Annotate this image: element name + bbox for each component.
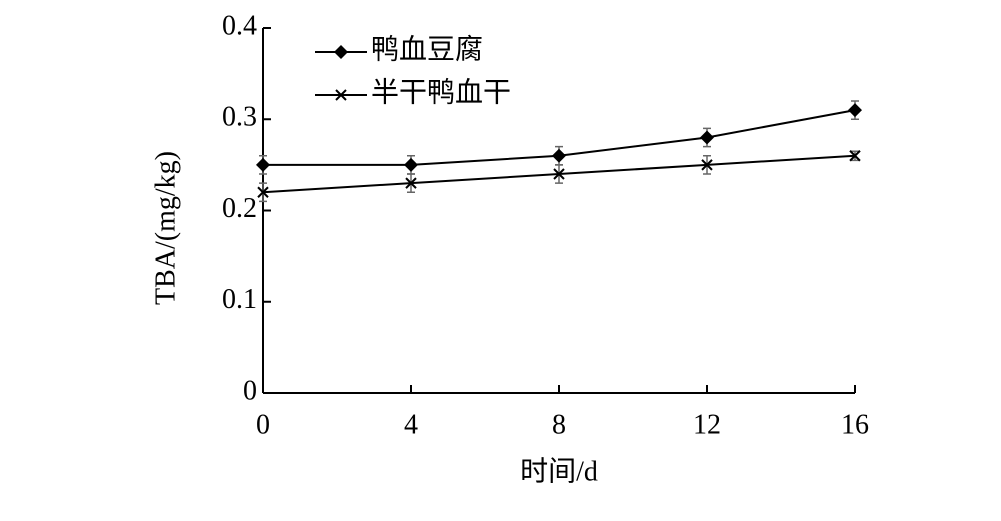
marker bbox=[256, 157, 270, 172]
x-tick-label: 4 bbox=[404, 409, 418, 440]
marker bbox=[405, 177, 417, 189]
marker bbox=[552, 148, 566, 163]
marker bbox=[701, 159, 713, 171]
legend-marker bbox=[335, 89, 347, 101]
legend-label: 半干鸭血干 bbox=[371, 76, 511, 108]
x-axis-label: 时间/d bbox=[520, 455, 598, 487]
y-tick-label: 0 bbox=[243, 375, 257, 406]
legend-label: 鸭血豆腐 bbox=[371, 33, 483, 65]
marker bbox=[700, 130, 714, 145]
y-tick-label: 0.4 bbox=[222, 10, 257, 41]
y-tick-label: 0.1 bbox=[222, 284, 257, 315]
y-tick-label: 0.3 bbox=[222, 102, 257, 133]
marker bbox=[848, 103, 862, 118]
y-tick-label: 0.2 bbox=[222, 193, 257, 224]
legend-marker bbox=[334, 45, 348, 59]
marker bbox=[404, 157, 418, 172]
y-axis-label: TBA/(mg/kg) bbox=[150, 151, 181, 305]
x-tick-label: 0 bbox=[256, 409, 270, 440]
x-tick-label: 16 bbox=[841, 409, 869, 440]
x-tick-label: 12 bbox=[693, 409, 721, 440]
x-tick-label: 8 bbox=[552, 409, 566, 440]
marker bbox=[257, 186, 269, 198]
marker bbox=[849, 150, 861, 162]
marker bbox=[553, 168, 565, 180]
